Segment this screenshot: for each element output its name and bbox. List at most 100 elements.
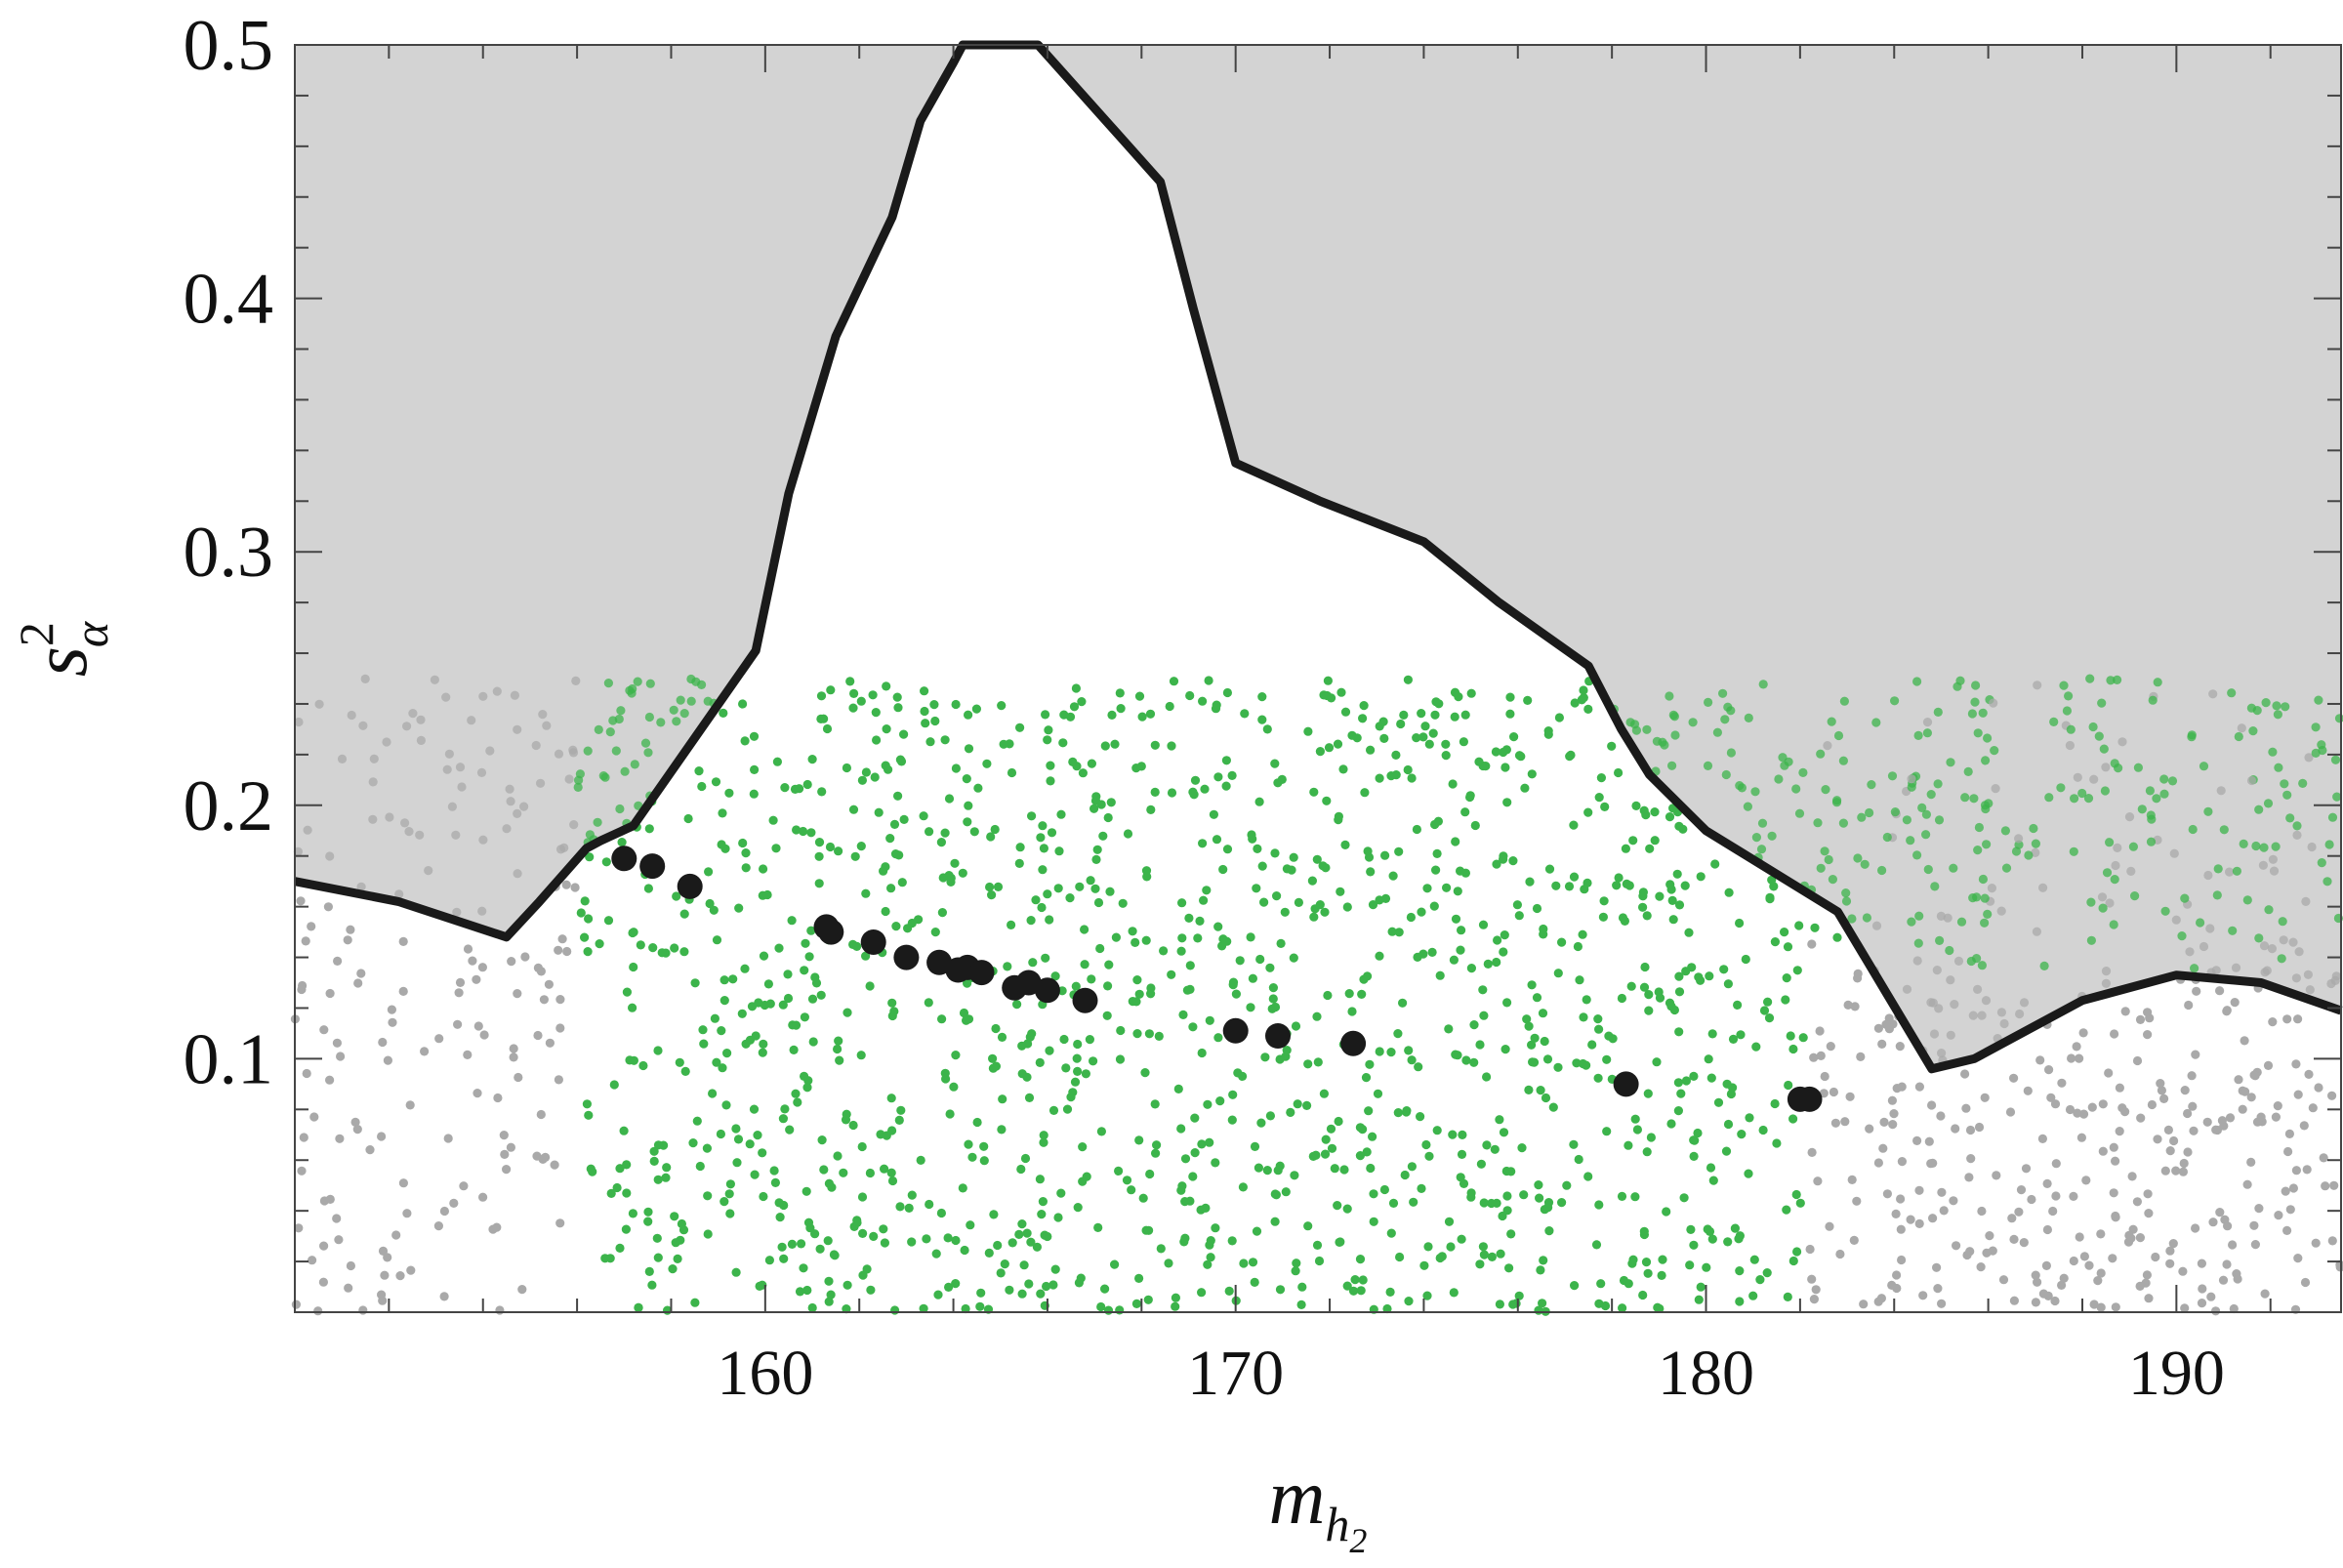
scan-point — [1887, 1095, 1897, 1105]
scan-point — [1020, 1153, 1031, 1164]
scan-point — [2330, 975, 2340, 986]
scan-point — [1946, 758, 1955, 767]
scan-point — [1268, 994, 1278, 1004]
scan-point — [1465, 791, 1475, 801]
scan-point — [1974, 1122, 1985, 1133]
scan-point — [764, 1256, 775, 1265]
scan-point — [963, 817, 972, 827]
scan-point — [394, 889, 404, 899]
scan-point — [557, 934, 567, 944]
scan-point — [420, 1047, 430, 1056]
scan-point — [643, 884, 654, 893]
scan-point — [294, 1223, 304, 1233]
scan-point — [1643, 1089, 1653, 1098]
scan-point — [1774, 774, 1784, 784]
scan-point — [1050, 971, 1060, 981]
scan-point — [1342, 1204, 1352, 1214]
scan-point — [1621, 844, 1630, 853]
scan-point — [815, 1244, 825, 1254]
scan-point — [925, 1199, 934, 1210]
scan-point — [1457, 926, 1466, 935]
scan-point — [1544, 1226, 1554, 1236]
scan-point — [2322, 877, 2332, 887]
scan-point — [1098, 831, 1108, 841]
scan-point — [2314, 695, 2323, 705]
scan-point — [2250, 1240, 2260, 1250]
scan-point — [1197, 1048, 1207, 1058]
scan-point — [2285, 813, 2295, 823]
scan-point — [1596, 1279, 1606, 1289]
scan-point — [1250, 1141, 1260, 1151]
scan-point — [1430, 710, 1440, 720]
scan-point — [1643, 1268, 1653, 1278]
scan-point — [1255, 954, 1265, 965]
scan-point — [903, 924, 913, 933]
scan-point — [2268, 747, 2278, 757]
scan-point — [1324, 743, 1335, 753]
scan-point — [1832, 932, 1842, 942]
scan-point — [1759, 1006, 1770, 1015]
scan-point — [1783, 942, 1793, 952]
scan-point — [1132, 975, 1142, 985]
scan-point — [1380, 850, 1390, 860]
scan-point — [1228, 977, 1239, 987]
scan-point — [1312, 854, 1322, 864]
scan-point — [2192, 986, 2201, 996]
scan-point — [1128, 997, 1137, 1007]
scan-point — [1865, 1124, 1874, 1134]
scan-point — [594, 724, 603, 735]
scan-point — [1313, 1057, 1323, 1067]
scan-point — [323, 902, 333, 912]
x-tick-label: 190 — [2128, 1338, 2225, 1409]
scan-point — [1260, 1052, 1270, 1062]
scan-point — [1704, 697, 1713, 708]
scan-point — [1811, 1285, 1821, 1295]
scan-point — [1475, 1259, 1485, 1269]
scan-point — [2159, 774, 2169, 784]
scan-point — [1937, 1187, 1947, 1197]
scan-point — [1565, 752, 1575, 762]
scan-point — [2078, 1028, 2088, 1038]
benchmark-point — [1340, 1030, 1367, 1056]
scan-point — [1366, 1163, 1376, 1174]
scan-point — [1792, 1247, 1802, 1257]
scan-point — [2267, 944, 2277, 954]
scan-point — [605, 727, 615, 737]
benchmark-point — [1796, 1086, 1823, 1112]
scan-point — [1239, 1259, 1249, 1268]
scan-point — [2288, 937, 2298, 947]
scan-point — [643, 1207, 653, 1217]
scan-point — [444, 749, 454, 759]
scan-point — [1522, 1014, 1532, 1024]
scan-point — [1878, 1143, 1888, 1153]
scan-point — [959, 1008, 969, 1018]
scan-point — [672, 891, 681, 901]
scan-point — [569, 820, 579, 830]
scan-point — [2064, 691, 2074, 701]
scan-point — [1721, 769, 1731, 780]
scan-point — [1204, 676, 1213, 685]
scan-point — [1929, 1029, 1940, 1039]
scan-point — [1577, 695, 1586, 705]
scan-point — [2280, 779, 2289, 789]
scan-point — [463, 944, 473, 954]
scan-point — [2065, 740, 2075, 751]
scan-point — [538, 1154, 548, 1164]
scan-point — [1407, 1055, 1417, 1065]
scan-point — [695, 1161, 705, 1172]
scan-point — [1167, 788, 1177, 798]
scan-point — [2242, 1179, 2252, 1189]
scan-point — [2096, 1268, 2106, 1278]
scan-point — [2033, 1277, 2042, 1287]
scan-point — [1257, 715, 1267, 724]
scan-point — [319, 1025, 329, 1035]
scan-point — [2230, 998, 2240, 1008]
scan-point — [1373, 1089, 1383, 1098]
scan-point — [1642, 1147, 1652, 1157]
scan-point — [356, 969, 366, 978]
scan-point — [929, 700, 939, 710]
scan-point — [1123, 829, 1133, 839]
scan-point — [834, 1036, 843, 1046]
scan-point — [430, 675, 439, 684]
scan-point — [1820, 1071, 1829, 1082]
